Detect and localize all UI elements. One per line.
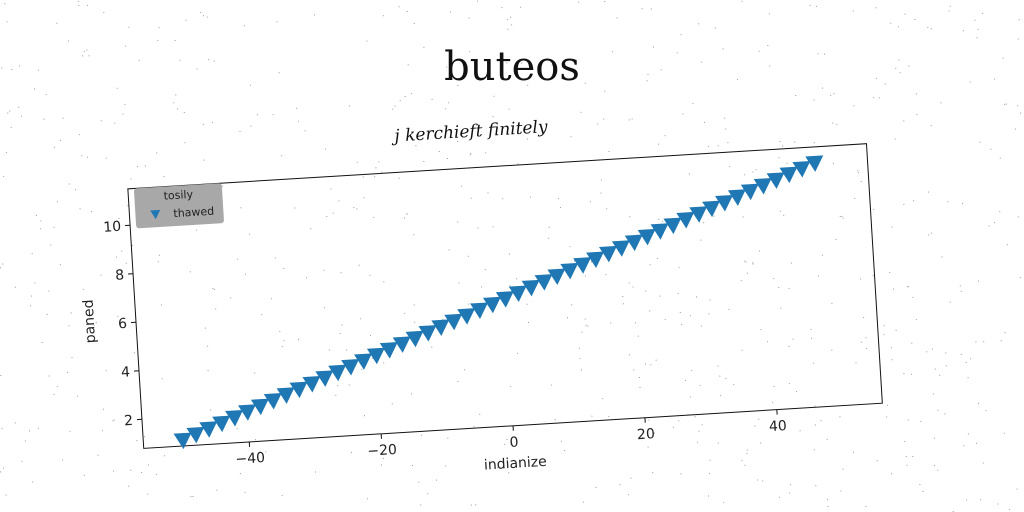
data-point-49: [805, 155, 824, 172]
data-point-26: [508, 285, 527, 302]
data-point-5: [237, 404, 256, 421]
data-point-46: [766, 172, 785, 189]
data-point-47: [779, 166, 798, 184]
data-point-40: [689, 206, 708, 223]
data-point-38: [663, 217, 682, 235]
legend-marker-triangle-icon: [150, 209, 161, 220]
data-point-45: [753, 177, 772, 195]
data-point-21: [444, 313, 463, 331]
data-point-25: [495, 291, 514, 308]
data-point-27: [521, 279, 540, 297]
data-point-19: [418, 325, 437, 342]
data-point-7: [263, 392, 282, 410]
data-point-28: [534, 274, 553, 291]
data-point-1: [186, 426, 205, 444]
data-point-34: [611, 240, 630, 257]
data-point-39: [676, 211, 695, 229]
data-point-33: [598, 245, 617, 263]
y-axis-label: paned: [81, 299, 100, 344]
y-tick-label-2: 6: [118, 316, 128, 333]
page-title: buteos: [444, 44, 580, 90]
data-point-30: [560, 262, 579, 280]
data-point-36: [637, 228, 656, 246]
data-point-2: [199, 421, 218, 438]
data-point-22: [457, 308, 476, 325]
chart-plot: −40 −20 0 20 40 2 4 6 8 10 indianize paned: [81, 143, 883, 474]
chart-container: j kerchieft finitely −40 −20 0 20 40 2 4 6 8 10 in…: [61, 94, 921, 495]
data-point-18: [405, 330, 424, 348]
data-point-17: [392, 336, 411, 353]
data-point-37: [650, 223, 669, 240]
data-point-32: [586, 251, 605, 269]
data-point-31: [573, 257, 592, 274]
data-point-11: [315, 370, 334, 387]
x-tick-label-3: 20: [637, 426, 656, 443]
data-point-41: [702, 200, 721, 218]
data-point-4: [225, 409, 244, 427]
y-tick-label-4: 10: [103, 219, 122, 236]
data-point-29: [547, 268, 566, 286]
data-point-0: [173, 432, 192, 450]
data-point-14: [354, 353, 372, 370]
data-point-43: [727, 189, 746, 206]
data-point-42: [715, 194, 733, 212]
y-tick-label-1: 4: [121, 364, 131, 381]
x-axis-label: indianize: [484, 454, 548, 474]
y-tick-label-3: 8: [115, 267, 125, 284]
y-tick-label-0: 2: [124, 413, 134, 430]
data-point-20: [431, 319, 450, 336]
data-point-15: [366, 347, 385, 365]
x-tick-label-4: 40: [768, 418, 787, 435]
data-point-10: [302, 375, 321, 393]
data-point-23: [470, 302, 489, 319]
x-tick-label-1: −20: [367, 442, 397, 460]
data-point-3: [212, 415, 231, 433]
data-point-9: [289, 381, 308, 399]
data-point-16: [379, 342, 398, 359]
data-point-44: [740, 183, 759, 201]
data-point-8: [276, 387, 295, 404]
x-tick-label-2: 0: [509, 434, 519, 451]
legend-label: thawed: [173, 204, 215, 221]
data-point-48: [792, 161, 811, 178]
x-tick-label-0: −40: [235, 450, 265, 468]
data-point-6: [250, 398, 269, 416]
legend: tosily thawed: [133, 183, 225, 229]
data-point-13: [341, 359, 360, 376]
data-point-35: [624, 234, 643, 252]
data-point-12: [328, 364, 347, 382]
legend-title: tosily: [163, 187, 194, 203]
data-point-24: [482, 296, 501, 314]
